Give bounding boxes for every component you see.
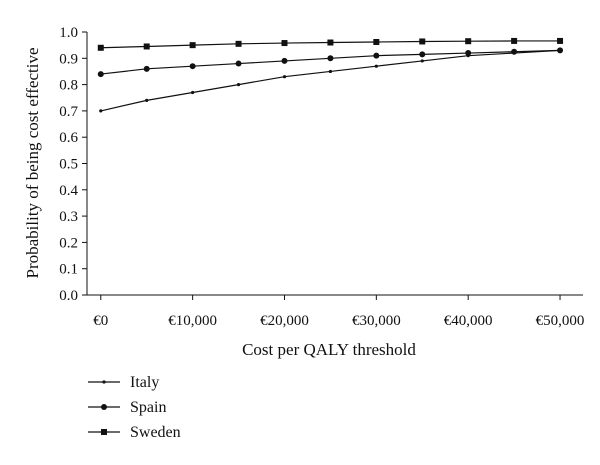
series-sweden (97, 37, 564, 51)
y-tick-label: 0.9 (59, 51, 78, 67)
x-tick-label: €30,000 (352, 313, 401, 329)
data-point-italy (145, 98, 149, 102)
x-tick-label: €20,000 (260, 313, 309, 329)
data-point-sweden (97, 44, 104, 51)
data-point-spain (465, 50, 472, 57)
x-axis-ticks: €0 €10,000 €20,000 €30,000 €40,000 €50,000 (93, 295, 584, 329)
y-tick-label: 0.5 (59, 157, 78, 173)
y-tick-label: 0.4 (59, 183, 78, 199)
data-point-spain (373, 52, 380, 59)
legend-label-spain: Spain (130, 399, 166, 416)
y-tick-label: 1.0 (59, 25, 78, 41)
y-tick-label: 0.3 (59, 209, 78, 225)
y-tick-label: 0.7 (59, 104, 78, 120)
y-axis-title: Probability of being cost effective (23, 47, 42, 278)
y-axis-ticks: 0.0 0.1 0.2 0.3 0.4 0.5 0.6 0.7 0.8 0.9 1.0 (59, 25, 87, 304)
legend-marker-sweden (101, 429, 107, 435)
data-point-spain (327, 55, 334, 62)
data-point-spain (143, 65, 150, 72)
data-point-sweden (189, 42, 196, 49)
legend-item-italy: Italy (88, 374, 159, 391)
data-point-sweden (511, 37, 518, 44)
y-tick-label: 0.6 (59, 130, 78, 146)
series-spain (97, 47, 564, 78)
data-point-italy (328, 69, 333, 74)
legend-marker-italy (102, 380, 106, 384)
data-point-spain (511, 48, 518, 55)
legend-item-spain: Spain (88, 399, 166, 416)
y-tick-label: 0.8 (59, 78, 78, 94)
y-tick-label: 0.2 (59, 235, 78, 251)
series-layer (97, 37, 564, 113)
y-tick-label: 0.0 (59, 288, 78, 304)
data-point-italy (374, 64, 378, 68)
data-point-spain (235, 60, 242, 67)
data-point-sweden (327, 39, 334, 46)
data-point-spain (419, 51, 426, 58)
data-point-spain (281, 57, 288, 64)
y-tick-label: 0.1 (59, 262, 78, 278)
x-tick-label: €50,000 (536, 313, 585, 329)
x-tick-label: €0 (93, 313, 108, 329)
x-tick-label: €10,000 (168, 313, 217, 329)
data-point-spain (189, 63, 196, 70)
x-tick-label: €40,000 (444, 313, 493, 329)
x-axis-title: Cost per QALY threshold (242, 340, 416, 359)
data-point-sweden (419, 38, 426, 45)
data-point-italy (282, 75, 287, 79)
data-point-sweden (557, 37, 564, 44)
data-point-italy (191, 90, 195, 95)
legend-label-italy: Italy (130, 374, 159, 391)
data-point-spain (557, 47, 564, 54)
data-point-italy (420, 59, 424, 63)
data-point-sweden (373, 38, 380, 45)
legend-item-sweden: Sweden (88, 424, 181, 441)
data-point-sweden (465, 38, 472, 45)
data-point-spain (97, 71, 104, 78)
data-point-sweden (235, 40, 242, 47)
data-point-sweden (143, 43, 150, 50)
data-point-sweden (281, 40, 288, 47)
legend-marker-spain (101, 404, 107, 410)
legend-label-sweden: Sweden (130, 424, 181, 441)
legend: Italy Spain Sweden (88, 374, 181, 441)
data-point-italy (236, 83, 241, 87)
data-point-italy (99, 109, 103, 113)
